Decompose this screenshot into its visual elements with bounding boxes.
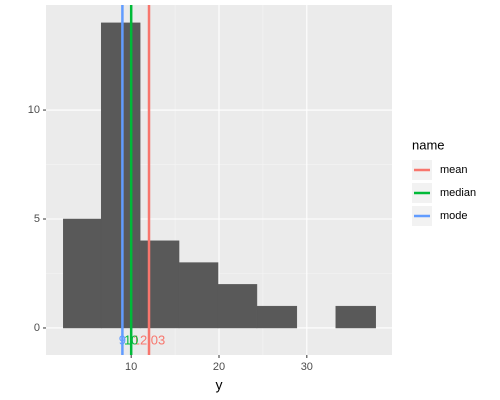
legend-label: mode [440,210,468,222]
y-tick-label: 10 [28,104,40,116]
bar [217,284,258,329]
reference-line-label: 10 [124,332,138,347]
x-axis-label: y [216,377,223,393]
legend-title: name [412,137,445,152]
reference-line-label: 9 [119,332,126,347]
x-tick-label: 10 [125,361,137,373]
bar [63,218,102,329]
bar [178,262,219,329]
y-tick-label: 5 [34,213,40,225]
reference-line-label: 12.03 [133,332,166,347]
bar [335,305,376,329]
legend-label: median [440,187,476,199]
bar [256,305,298,329]
legend-label: mean [440,164,468,176]
x-tick-label: 20 [213,361,225,373]
y-tick-label: 0 [34,322,40,334]
bar [139,240,180,329]
x-tick-label: 30 [301,361,313,373]
bar [100,22,141,329]
